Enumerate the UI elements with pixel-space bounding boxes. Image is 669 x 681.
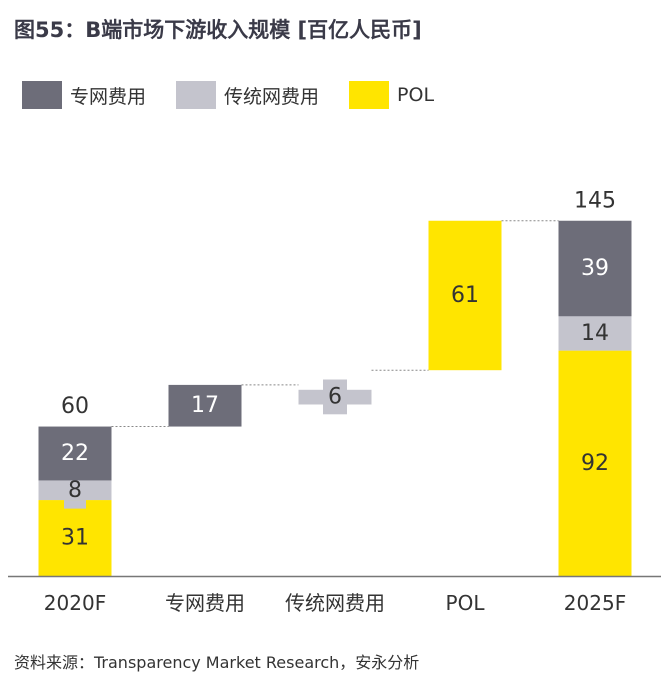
legend-label-traditional: 传统网费用 [224,85,320,108]
label-2025f-dedicated: 39 [581,256,609,281]
legend-label-pol: POL [397,84,435,106]
legend-item-dedicated: 专网费用 [22,81,146,109]
tick-dedicated: 专网费用 [165,591,245,615]
label-2020f-pol: 31 [61,526,89,551]
bar-pol-increase [428,220,502,371]
legend-item-pol: POL [349,81,434,109]
source-note: 资料来源：Transparency Market Research，安永分析 [14,653,420,672]
bar-2025f-traditional [558,316,632,351]
tick-traditional: 传统网费用 [285,591,385,615]
legend-swatch-dedicated [22,81,62,109]
label-2020f-total: 60 [61,394,89,419]
label-2025f-total: 145 [574,188,616,213]
label-2020f-dedicated: 22 [61,441,89,466]
tick-2025f: 2025F [564,591,626,615]
bar-2025f-pol [558,350,632,576]
label-pol-increase: 61 [451,283,479,308]
bar-2020f-pol [38,500,112,576]
tick-pol: POL [446,591,486,615]
label-2020f-traditional: 8 [68,478,82,503]
tick-2020f: 2020F [44,591,106,615]
bar-2025f-dedicated [558,220,632,317]
label-2025f-traditional: 14 [581,321,609,346]
legend: 专网费用 传统网费用 POL [22,80,464,110]
label-2025f-pol: 92 [581,451,609,476]
legend-swatch-pol [349,81,390,109]
label-dedicated-increase: 17 [191,393,219,418]
legend-swatch-traditional [176,81,217,109]
bar-traditional-change [323,379,347,415]
bar-dedicated-increase [168,384,242,427]
bar-2020f-dedicated [38,426,112,481]
label-traditional-change: 6 [328,385,342,410]
legend-label-dedicated: 专网费用 [70,85,147,108]
chart-title: 图55：B端市场下游收入规模 [百亿人民币] [14,18,422,42]
legend-item-traditional: 传统网费用 [176,81,319,109]
bar-2020f-traditional [38,480,112,501]
bar-2020f-traditional-notch [64,500,86,509]
